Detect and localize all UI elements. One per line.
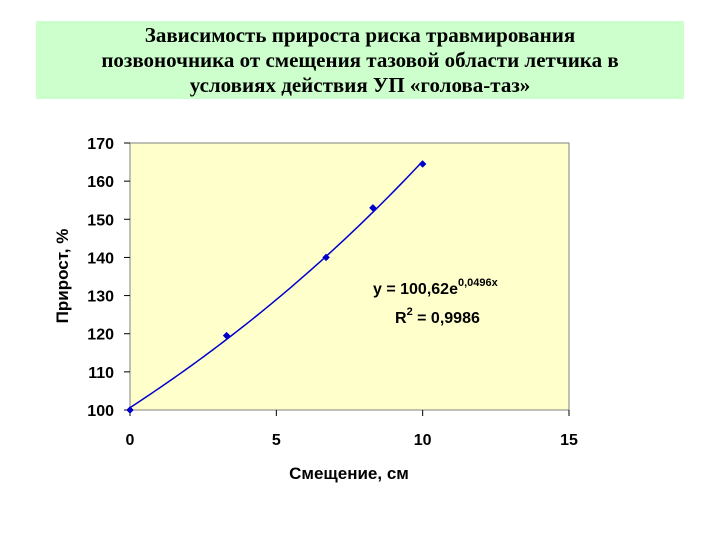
y-tick-label: 140 (87, 250, 114, 267)
y-tick-label: 170 (87, 136, 114, 153)
plot-area (129, 142, 570, 411)
x-axis-title: Смещение, см (289, 464, 409, 483)
data-point (418, 160, 427, 168)
data-point (222, 331, 231, 340)
y-tick-label: 100 (87, 403, 114, 420)
trendline-equation-main: y = 100,62e (373, 281, 458, 298)
trendline-r2: R2 = 0,9986 (395, 306, 480, 327)
data-point (322, 253, 330, 262)
x-tick-label: 0 (126, 432, 135, 449)
y-tick-label: 110 (88, 365, 114, 382)
chart-title-box: Зависимость прироста риска травмирования… (36, 21, 684, 99)
y-tick-label: 160 (87, 174, 114, 191)
trendline-equation-exponent: 0,0496x (458, 277, 499, 289)
data-point (369, 203, 377, 212)
r2-exponent: 2 (407, 306, 413, 318)
y-tick-label: 150 (87, 212, 114, 229)
x-tick-label: 5 (272, 432, 281, 449)
chart-title-line-1: Зависимость прироста риска травмирования (144, 22, 576, 47)
r2-prefix: R (395, 310, 407, 327)
y-tick-label: 130 (87, 289, 114, 306)
x-tick-label: 10 (414, 432, 432, 449)
trendline-equation: y = 100,62e0,0496x (373, 277, 499, 298)
chart-title-line-3: условиях действия УП «голова-таз» (189, 72, 531, 97)
chart-title-line-2: позвоночника от смещения тазовой области… (101, 47, 619, 72)
y-tick-label: 120 (87, 327, 114, 344)
trendline (129, 160, 424, 409)
data-point (126, 406, 134, 414)
x-tick-label: 15 (560, 432, 578, 449)
y-axis-title: Прирост, % (53, 229, 72, 324)
r2-value: = 0,9986 (413, 310, 480, 327)
